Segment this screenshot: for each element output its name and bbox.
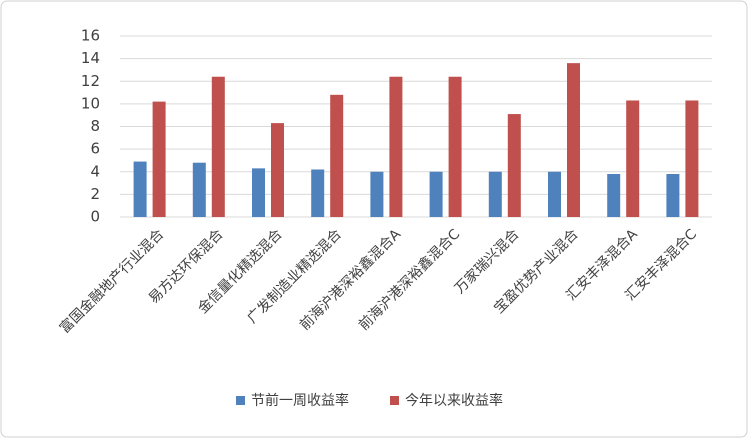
- bar: [567, 63, 580, 218]
- y-tick-label: 12: [81, 72, 100, 90]
- y-tick-label: 14: [81, 49, 100, 67]
- y-tick-label: 16: [81, 27, 100, 45]
- bar: [152, 101, 166, 217]
- legend-swatch: [390, 396, 399, 405]
- y-tick-label: 6: [90, 140, 100, 158]
- bar: [311, 169, 325, 217]
- y-tick-label: 4: [90, 162, 100, 180]
- bar: [252, 168, 265, 217]
- bar: [626, 100, 640, 217]
- bar: [488, 171, 502, 217]
- bar: [507, 114, 521, 217]
- legend-label: 今年以来收益率: [405, 392, 503, 409]
- bar: [685, 100, 699, 217]
- bar: [666, 174, 680, 217]
- bar: [211, 76, 225, 217]
- bar: [271, 123, 284, 217]
- bar: [607, 174, 621, 217]
- y-tick-label: 10: [81, 94, 100, 112]
- legend-swatch: [236, 396, 245, 405]
- legend-label: 节前一周收益率: [251, 392, 349, 409]
- bar: [448, 76, 462, 217]
- bar: [429, 171, 443, 217]
- bar: [330, 94, 344, 217]
- y-tick-label: 2: [90, 185, 100, 203]
- y-tick-label: 8: [90, 117, 100, 135]
- bar: [548, 171, 561, 217]
- bar: [133, 161, 147, 217]
- bar: [389, 76, 403, 217]
- bar: [192, 162, 206, 217]
- y-tick-label: 0: [90, 208, 100, 226]
- bar: [370, 171, 384, 217]
